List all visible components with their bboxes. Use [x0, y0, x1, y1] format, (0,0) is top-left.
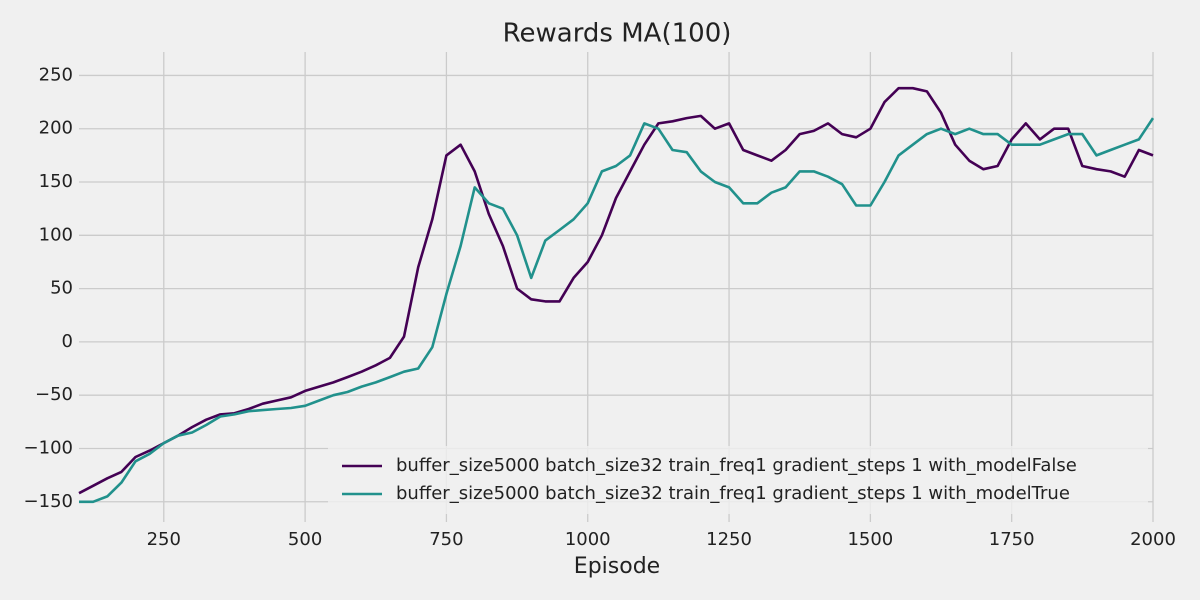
y-tick-label: 200 [39, 118, 73, 139]
series-line [78, 86, 1154, 495]
plot [78, 86, 1155, 504]
x-tick-label: 750 [429, 529, 463, 550]
grid [79, 52, 1154, 522]
y-tick-label: 150 [39, 171, 73, 192]
x-tick-label: 250 [147, 529, 181, 550]
series-line [79, 117, 1155, 504]
y-tick-label: 250 [39, 64, 73, 85]
legend: buffer_size5000 batch_size32 train_freq1… [328, 446, 1148, 514]
x-tick-label: 500 [288, 529, 322, 550]
legend-label: buffer_size5000 batch_size32 train_freq1… [396, 483, 1070, 504]
x-tick-label: 1250 [706, 529, 752, 550]
legend-label: buffer_size5000 batch_size32 train_freq1… [396, 455, 1077, 476]
x-tick-label: 1000 [565, 529, 611, 550]
y-tick-label: −100 [24, 437, 73, 458]
chart-title: Rewards MA(100) [503, 19, 732, 49]
x-axis-label: Episode [574, 554, 660, 579]
x-tick-label: 1500 [847, 529, 893, 550]
y-tick-label: −150 [24, 491, 73, 512]
y-tick-label: 0 [62, 331, 73, 352]
legend-box [328, 446, 1148, 514]
y-tick-label: 100 [39, 224, 73, 245]
y-tick-label: −50 [35, 384, 73, 405]
y-tick-label: 50 [50, 278, 73, 299]
x-tick-label: 1750 [989, 529, 1035, 550]
x-tick-label: 2000 [1130, 529, 1176, 550]
